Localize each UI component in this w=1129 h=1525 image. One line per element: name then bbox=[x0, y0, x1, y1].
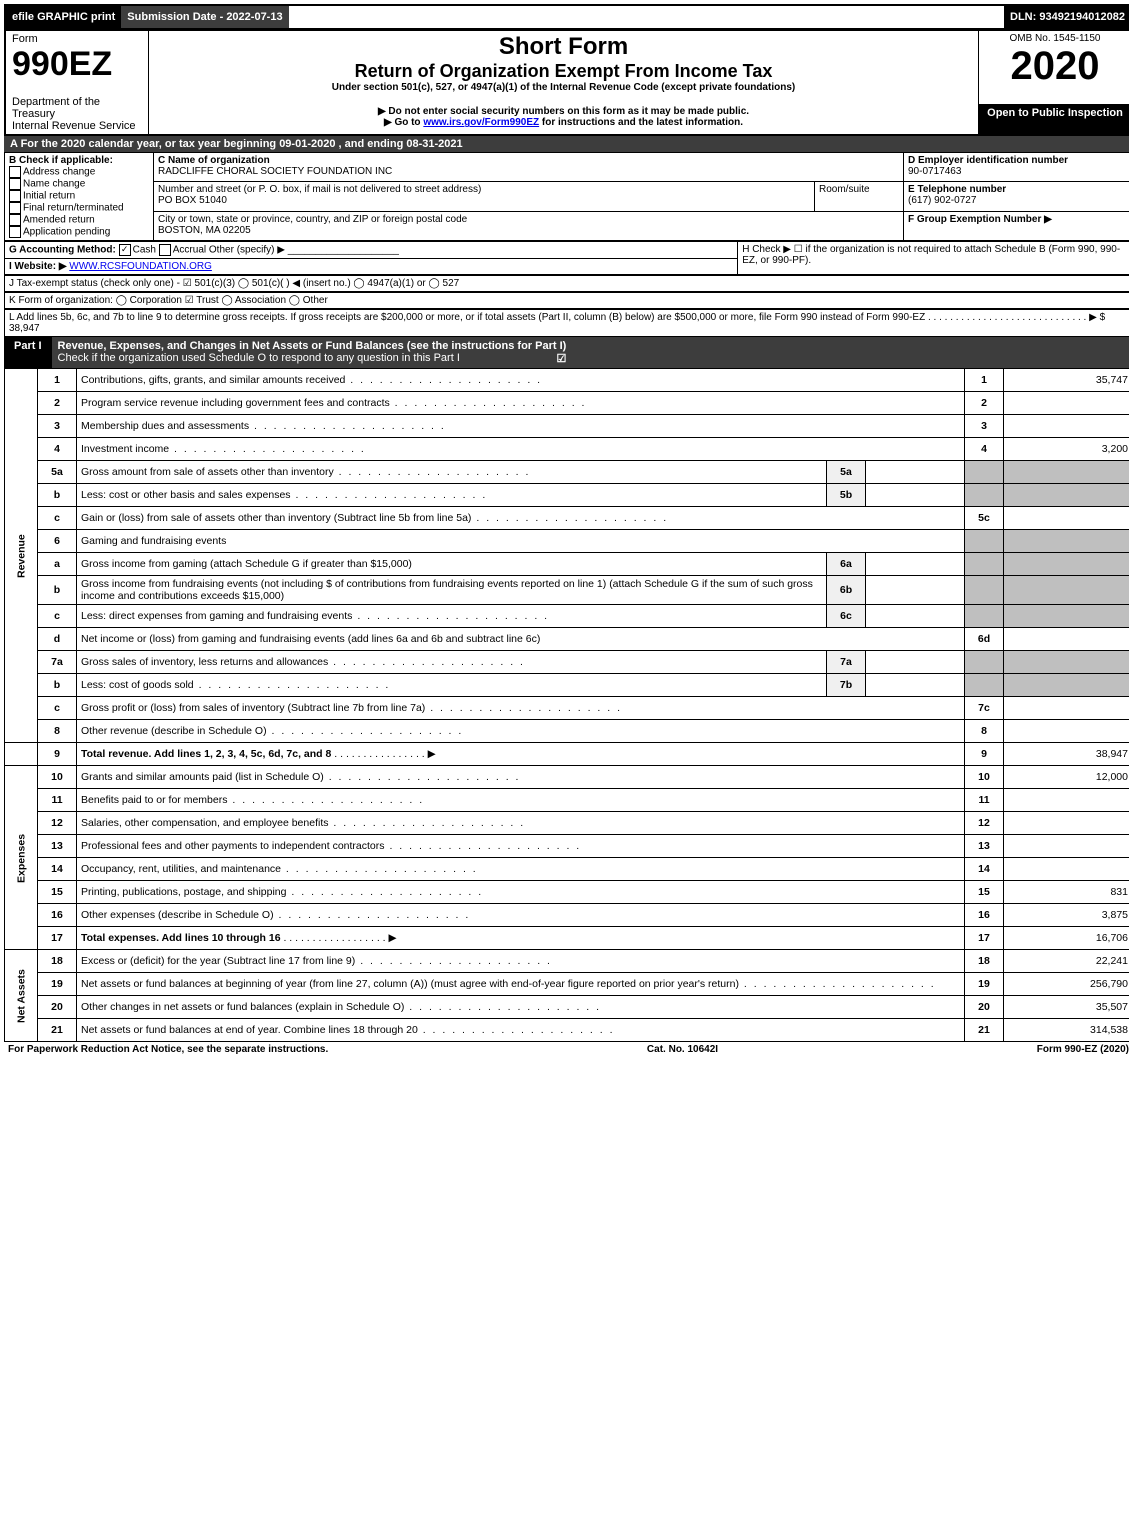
name-label: C Name of organization bbox=[158, 155, 270, 166]
line19-amount: 256,790 bbox=[1004, 973, 1129, 996]
gross-receipts: L Add lines 5b, 6c, and 7b to line 9 to … bbox=[4, 309, 1129, 337]
phone-value: (617) 902-0727 bbox=[908, 195, 976, 206]
line1-amount: 35,747 bbox=[1004, 369, 1129, 392]
line15-amount: 831 bbox=[1004, 881, 1129, 904]
pending-checkbox[interactable] bbox=[9, 226, 21, 238]
open-public: Open to Public Inspection bbox=[979, 104, 1129, 135]
accounting-label: G Accounting Method: bbox=[9, 245, 116, 256]
revenue-section: Revenue bbox=[5, 369, 38, 743]
website-label: I Website: ▶ bbox=[9, 261, 67, 272]
street-label: Number and street (or P. O. box, if mail… bbox=[158, 184, 481, 195]
goto-link: ▶ Go to www.irs.gov/Form990EZ for instru… bbox=[155, 117, 972, 128]
footer-left: For Paperwork Reduction Act Notice, see … bbox=[8, 1044, 328, 1055]
part1-title: Revenue, Expenses, and Changes in Net As… bbox=[52, 337, 573, 368]
irs-label: Internal Revenue Service bbox=[12, 120, 136, 132]
accrual-checkbox[interactable] bbox=[159, 244, 171, 256]
line16-amount: 3,875 bbox=[1004, 904, 1129, 927]
line4-amount: 3,200 bbox=[1004, 438, 1129, 461]
line10-amount: 12,000 bbox=[1004, 766, 1129, 789]
org-info: B Check if applicable: Address change Na… bbox=[4, 152, 1129, 241]
tax-exempt-status: J Tax-exempt status (check only one) - ☑… bbox=[4, 275, 1129, 292]
form-header: Form 990EZ Department of the Treasury In… bbox=[4, 30, 1129, 136]
line21-amount: 314,538 bbox=[1004, 1019, 1129, 1042]
form-of-org: K Form of organization: ◯ Corporation ☑ … bbox=[4, 292, 1129, 309]
final-checkbox[interactable] bbox=[9, 202, 21, 214]
org-name: RADCLIFFE CHORAL SOCIETY FOUNDATION INC bbox=[158, 166, 392, 177]
tax-year: 2020 bbox=[985, 44, 1125, 89]
cash-checkbox[interactable] bbox=[119, 244, 131, 256]
website-link[interactable]: WWW.RCSFOUNDATION.ORG bbox=[69, 261, 212, 272]
page-footer: For Paperwork Reduction Act Notice, see … bbox=[4, 1042, 1129, 1057]
city-label: City or town, state or province, country… bbox=[158, 214, 467, 225]
street-value: PO BOX 51040 bbox=[158, 195, 227, 206]
footer-mid: Cat. No. 10642I bbox=[647, 1044, 718, 1055]
footer-right: Form 990-EZ (2020) bbox=[1037, 1044, 1129, 1055]
name-change-checkbox[interactable] bbox=[9, 178, 21, 190]
form-number: 990EZ bbox=[12, 45, 112, 83]
part1-table: Revenue 1 Contributions, gifts, grants, … bbox=[4, 368, 1129, 1042]
schedule-b-check: H Check ▶ ☐ if the organization is not r… bbox=[738, 242, 1129, 275]
accounting-row: G Accounting Method: Cash Accrual Other … bbox=[4, 241, 1129, 275]
ein-label: D Employer identification number bbox=[908, 155, 1068, 166]
subtitle: Under section 501(c), 527, or 4947(a)(1)… bbox=[155, 82, 972, 93]
box-b-title: B Check if applicable: bbox=[9, 155, 113, 166]
submission-date: Submission Date - 2022-07-13 bbox=[121, 6, 288, 28]
part1-header: Part I Revenue, Expenses, and Changes in… bbox=[4, 337, 1129, 368]
short-form-title: Short Form bbox=[155, 33, 972, 61]
total-expenses: 16,706 bbox=[1004, 927, 1129, 950]
netassets-section: Net Assets bbox=[5, 950, 38, 1042]
city-value: BOSTON, MA 02205 bbox=[158, 225, 251, 236]
room-suite-label: Room/suite bbox=[815, 182, 904, 211]
phone-label: E Telephone number bbox=[908, 184, 1006, 195]
expenses-section: Expenses bbox=[5, 766, 38, 950]
dept-treasury: Department of the Treasury bbox=[12, 96, 100, 120]
top-bar: efile GRAPHIC print Submission Date - 20… bbox=[4, 4, 1129, 30]
line20-amount: 35,507 bbox=[1004, 996, 1129, 1019]
addr-change-checkbox[interactable] bbox=[9, 166, 21, 178]
efile-label: efile GRAPHIC print bbox=[6, 6, 121, 28]
ssn-warning: ▶ Do not enter social security numbers o… bbox=[155, 106, 972, 117]
irs-link[interactable]: www.irs.gov/Form990EZ bbox=[423, 117, 539, 128]
line18-amount: 22,241 bbox=[1004, 950, 1129, 973]
tax-period: A For the 2020 calendar year, or tax yea… bbox=[4, 136, 1129, 152]
return-title: Return of Organization Exempt From Incom… bbox=[155, 61, 972, 82]
total-revenue: 38,947 bbox=[1004, 743, 1129, 766]
amended-checkbox[interactable] bbox=[9, 214, 21, 226]
form-label: Form bbox=[12, 33, 38, 45]
group-exemption: F Group Exemption Number ▶ bbox=[908, 214, 1052, 225]
omb-number: OMB No. 1545-1150 bbox=[985, 33, 1125, 44]
ein-value: 90-0717463 bbox=[908, 166, 961, 177]
part1-label: Part I bbox=[4, 337, 52, 368]
initial-checkbox[interactable] bbox=[9, 190, 21, 202]
dln-number: DLN: 93492194012082 bbox=[1004, 6, 1129, 28]
